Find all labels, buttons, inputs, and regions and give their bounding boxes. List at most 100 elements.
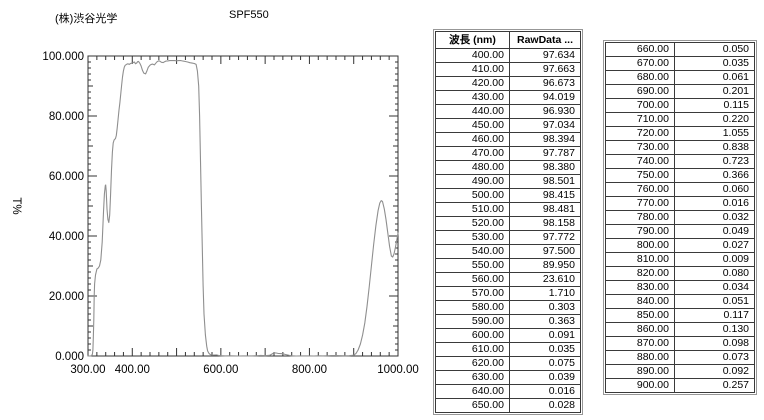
- wavelength-cell: 790.00: [605, 224, 675, 239]
- table-row: 560.00 23.610: [435, 272, 581, 287]
- table-header-rawdata: RawData ...: [509, 31, 581, 49]
- table-row: 600.00 0.091: [435, 328, 581, 343]
- table-row: 850.00 0.117: [605, 308, 755, 323]
- wavelength-cell: 570.00: [435, 286, 510, 301]
- table-row: 420.00 96.673: [435, 76, 581, 91]
- value-cell: 1.055: [674, 126, 755, 141]
- wavelength-table-1: 波長 (nm) RawData ... 400.00 97.634 410.00 97…: [433, 29, 583, 415]
- y-axis-tick-label: 60.000: [49, 171, 84, 183]
- table-row: 870.00 0.098: [605, 336, 755, 351]
- y-axis-tick-label: 20.000: [49, 291, 84, 303]
- table-row: 830.00 0.034: [605, 280, 755, 295]
- table-header-row: 波長 (nm) RawData ...: [435, 31, 581, 49]
- table-row: 450.00 97.034: [435, 118, 581, 133]
- value-cell: 98.415: [509, 188, 581, 203]
- table-row: 820.00 0.080: [605, 266, 755, 281]
- wavelength-cell: 840.00: [605, 294, 675, 309]
- table-row: 470.00 97.787: [435, 146, 581, 161]
- table-row: 520.00 98.158: [435, 216, 581, 231]
- table-row: 570.00 1.710: [435, 286, 581, 301]
- table-row: 750.00 0.366: [605, 168, 755, 183]
- wavelength-cell: 600.00: [435, 328, 510, 343]
- value-cell: 0.115: [674, 98, 755, 113]
- wavelength-cell: 440.00: [435, 104, 510, 119]
- table-row: 780.00 0.032: [605, 210, 755, 225]
- value-cell: 98.501: [509, 174, 581, 189]
- y-axis-tick-label: 40.000: [49, 231, 84, 243]
- value-cell: 0.723: [674, 154, 755, 169]
- value-cell: 96.930: [509, 104, 581, 119]
- wavelength-cell: 750.00: [605, 168, 675, 183]
- wavelength-cell: 410.00: [435, 62, 510, 77]
- table-row: 620.00 0.075: [435, 356, 581, 371]
- wavelength-cell: 740.00: [605, 154, 675, 169]
- wavelength-cell: 620.00: [435, 356, 510, 371]
- axis-ticks: [88, 56, 398, 356]
- value-cell: 0.032: [674, 210, 755, 225]
- y-axis-tick-label: 80.000: [49, 111, 84, 123]
- x-axis-tick-label: 800.00: [292, 364, 327, 376]
- value-cell: 97.634: [509, 48, 581, 63]
- y-axis-title: T%: [10, 197, 22, 214]
- wavelength-cell: 550.00: [435, 258, 510, 273]
- wavelength-cell: 530.00: [435, 230, 510, 245]
- table-row: 580.00 0.303: [435, 300, 581, 315]
- wavelength-cell: 610.00: [435, 342, 510, 357]
- wavelength-cell: 430.00: [435, 90, 510, 105]
- wavelength-cell: 820.00: [605, 266, 675, 281]
- table-row: 840.00 0.051: [605, 294, 755, 309]
- x-axis-tick-label: 600.00: [203, 364, 238, 376]
- value-cell: 97.663: [509, 62, 581, 77]
- wavelength-cell: 520.00: [435, 216, 510, 231]
- table-row: 710.00 0.220: [605, 112, 755, 127]
- value-cell: 98.481: [509, 202, 581, 217]
- table-row: 540.00 97.500: [435, 244, 581, 259]
- company-label: (株)渋谷光学: [55, 13, 118, 25]
- table-row: 690.00 0.201: [605, 84, 755, 99]
- table-row: 810.00 0.009: [605, 252, 755, 267]
- wavelength-cell: 630.00: [435, 370, 510, 385]
- x-axis-tick-label: 300.00: [70, 364, 105, 376]
- table-row: 410.00 97.663: [435, 62, 581, 77]
- table-row: 480.00 98.380: [435, 160, 581, 175]
- table-row: 400.00 97.634: [435, 48, 581, 63]
- wavelength-cell: 890.00: [605, 364, 675, 379]
- wavelength-cell: 850.00: [605, 308, 675, 323]
- wavelength-cell: 640.00: [435, 384, 510, 399]
- value-cell: 97.034: [509, 118, 581, 133]
- table-row: 660.00 0.050: [605, 42, 755, 57]
- wavelength-cell: 510.00: [435, 202, 510, 217]
- wavelength-cell: 860.00: [605, 322, 675, 337]
- table-row: 740.00 0.723: [605, 154, 755, 169]
- value-cell: 0.838: [674, 140, 755, 155]
- wavelength-cell: 470.00: [435, 146, 510, 161]
- wavelength-cell: 760.00: [605, 182, 675, 197]
- wavelength-cell: 690.00: [605, 84, 675, 99]
- wavelength-cell: 460.00: [435, 132, 510, 147]
- value-cell: 0.117: [674, 308, 755, 323]
- value-cell: 0.303: [509, 300, 581, 315]
- value-cell: 0.366: [674, 168, 755, 183]
- value-cell: 98.380: [509, 160, 581, 175]
- wavelength-cell: 800.00: [605, 238, 675, 253]
- table-row: 590.00 0.363: [435, 314, 581, 329]
- wavelength-cell: 700.00: [605, 98, 675, 113]
- wavelength-cell: 540.00: [435, 244, 510, 259]
- table-header-wavelength: 波長 (nm): [435, 31, 510, 49]
- value-cell: 23.610: [509, 272, 581, 287]
- value-cell: 0.009: [674, 252, 755, 267]
- table-row: 500.00 98.415: [435, 188, 581, 203]
- table-row: 730.00 0.838: [605, 140, 755, 155]
- wavelength-cell: 580.00: [435, 300, 510, 315]
- table-row: 700.00 0.115: [605, 98, 755, 113]
- table-row: 550.00 89.950: [435, 258, 581, 273]
- value-cell: 0.061: [674, 70, 755, 85]
- table-row: 530.00 97.772: [435, 230, 581, 245]
- value-cell: 1.710: [509, 286, 581, 301]
- wavelength-cell: 810.00: [605, 252, 675, 267]
- value-cell: 94.019: [509, 90, 581, 105]
- wavelength-cell: 420.00: [435, 76, 510, 91]
- table-row: 460.00 98.394: [435, 132, 581, 147]
- wavelength-cell: 710.00: [605, 112, 675, 127]
